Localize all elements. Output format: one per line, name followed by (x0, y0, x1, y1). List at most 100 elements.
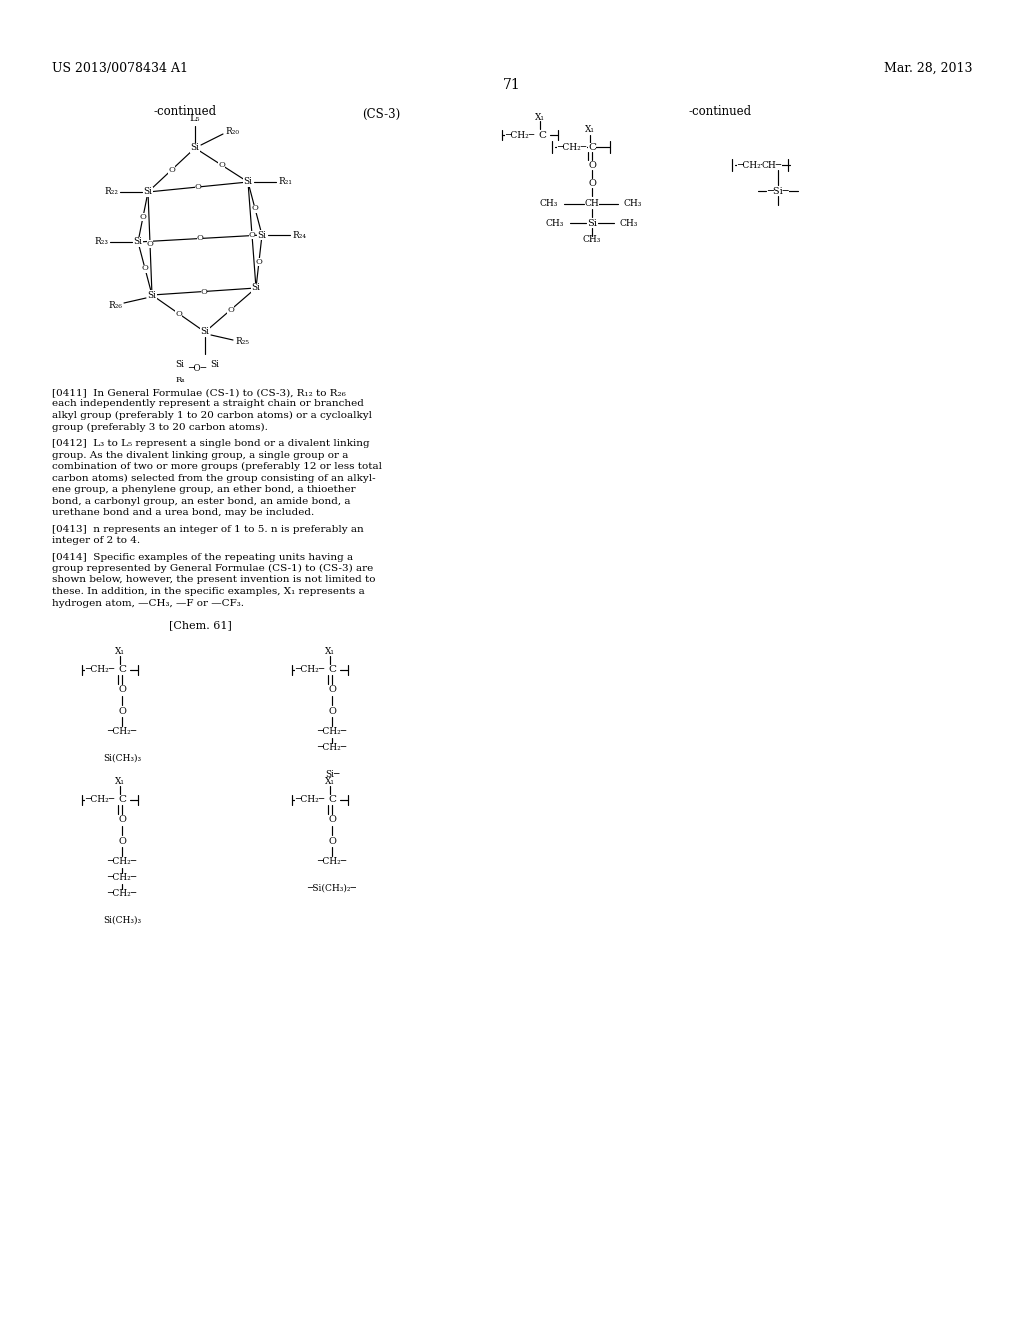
Text: CH─: CH─ (762, 161, 782, 169)
Text: CH: CH (585, 199, 599, 209)
Text: O: O (249, 231, 255, 239)
Text: R₂₁: R₂₁ (278, 177, 292, 186)
Text: R₂₅: R₂₅ (234, 338, 249, 346)
Text: O: O (118, 816, 126, 825)
Text: O: O (195, 183, 202, 191)
Text: ─CH₂─: ─CH₂─ (85, 665, 115, 675)
Text: C: C (538, 131, 546, 140)
Text: ─O─: ─O─ (188, 364, 206, 374)
Text: ─CH₂─: ─CH₂─ (317, 743, 346, 752)
Text: ene group, a phenylene group, an ether bond, a thioether: ene group, a phenylene group, an ether b… (52, 484, 355, 494)
Text: C: C (328, 796, 336, 804)
Text: [0411]  In General Formulae (CS-1) to (CS-3), R₁₂ to R₂₆: [0411] In General Formulae (CS-1) to (CS… (52, 388, 346, 397)
Text: O: O (252, 205, 258, 213)
Text: bond, a carbonyl group, an ester bond, an amide bond, a: bond, a carbonyl group, an ester bond, a… (52, 496, 350, 506)
Text: X₁: X₁ (325, 648, 335, 656)
Text: C: C (588, 143, 596, 152)
Text: ─Si(CH₃)₂─: ─Si(CH₃)₂─ (307, 884, 356, 894)
Text: Si: Si (201, 327, 210, 337)
Text: combination of two or more groups (preferably 12 or less total: combination of two or more groups (prefe… (52, 462, 382, 471)
Text: Si(CH₃)₃: Si(CH₃)₃ (103, 916, 141, 925)
Text: L₅: L₅ (189, 114, 201, 123)
Text: ─CH₂─: ─CH₂─ (296, 796, 325, 804)
Text: ─CH₂─: ─CH₂─ (317, 858, 346, 866)
Text: O: O (118, 685, 126, 694)
Text: Mar. 28, 2013: Mar. 28, 2013 (884, 62, 972, 75)
Text: R₂₀: R₂₀ (225, 128, 239, 136)
Text: O: O (328, 816, 336, 825)
Text: each independently represent a straight chain or branched: each independently represent a straight … (52, 400, 364, 408)
Text: O: O (227, 306, 233, 314)
Text: urethane bond and a urea bond, may be included.: urethane bond and a urea bond, may be in… (52, 508, 314, 517)
Text: Si: Si (211, 360, 219, 370)
Text: O: O (168, 166, 175, 174)
Text: R₂₂: R₂₂ (104, 187, 118, 197)
Text: Si: Si (147, 290, 157, 300)
Text: ─CH₂─: ─CH₂─ (737, 161, 767, 169)
Text: O: O (141, 264, 148, 272)
Text: CH₃: CH₃ (546, 219, 564, 227)
Text: C: C (118, 665, 126, 675)
Text: X₁: X₁ (585, 125, 595, 135)
Text: shown below, however, the present invention is not limited to: shown below, however, the present invent… (52, 576, 376, 585)
Text: group (preferably 3 to 20 carbon atoms).: group (preferably 3 to 20 carbon atoms). (52, 422, 268, 432)
Text: O: O (139, 213, 146, 220)
Text: these. In addition, in the specific examples, X₁ represents a: these. In addition, in the specific exam… (52, 587, 365, 597)
Text: -continued: -continued (154, 106, 216, 117)
Text: C: C (328, 665, 336, 675)
Text: ─CH₂─: ─CH₂─ (108, 890, 136, 899)
Text: ─CH₂─: ─CH₂─ (557, 143, 587, 152)
Text: O: O (197, 235, 204, 243)
Text: Si: Si (175, 360, 184, 370)
Text: CH₃: CH₃ (540, 199, 558, 209)
Text: ─Si─: ─Si─ (767, 186, 788, 195)
Text: -continued: -continued (688, 106, 752, 117)
Text: O: O (256, 257, 262, 265)
Text: ─CH₂─: ─CH₂─ (108, 727, 136, 737)
Text: Si: Si (244, 177, 253, 186)
Text: Si: Si (133, 238, 142, 247)
Text: CH₃: CH₃ (624, 199, 642, 209)
Text: Si: Si (257, 231, 266, 239)
Text: [0414]  Specific examples of the repeating units having a: [0414] Specific examples of the repeatin… (52, 553, 353, 561)
Text: Si: Si (252, 284, 260, 293)
Text: R₂₆: R₂₆ (109, 301, 122, 309)
Text: O: O (175, 309, 182, 318)
Text: US 2013/0078434 A1: US 2013/0078434 A1 (52, 62, 188, 75)
Text: O: O (201, 288, 208, 296)
Text: X₁: X₁ (115, 777, 125, 787)
Text: Si: Si (143, 187, 153, 197)
Text: O: O (118, 837, 126, 846)
Text: integer of 2 to 4.: integer of 2 to 4. (52, 536, 140, 545)
Text: CH₃: CH₃ (583, 235, 601, 244)
Text: C: C (118, 796, 126, 804)
Text: O: O (328, 837, 336, 846)
Text: (CS-3): (CS-3) (361, 108, 400, 121)
Text: O: O (588, 161, 596, 169)
Text: Si─: Si─ (325, 770, 339, 779)
Text: X₁: X₁ (536, 112, 545, 121)
Text: ─CH₂─: ─CH₂─ (108, 858, 136, 866)
Text: Si: Si (587, 219, 597, 227)
Text: group. As the divalent linking group, a single group or a: group. As the divalent linking group, a … (52, 450, 348, 459)
Text: [0412]  L₃ to L₅ represent a single bond or a divalent linking: [0412] L₃ to L₅ represent a single bond … (52, 440, 370, 447)
Text: O: O (328, 706, 336, 715)
Text: O: O (218, 161, 225, 169)
Text: CH₃: CH₃ (620, 219, 638, 227)
Text: [0413]  n represents an integer of 1 to 5. n is preferably an: [0413] n represents an integer of 1 to 5… (52, 524, 364, 533)
Text: X₁: X₁ (115, 648, 125, 656)
Text: ─CH₂─: ─CH₂─ (108, 874, 136, 883)
Text: O: O (118, 706, 126, 715)
Text: R₂₄: R₂₄ (292, 231, 306, 239)
Text: ─CH₂─: ─CH₂─ (296, 665, 325, 675)
Text: Si(CH₃)₃: Si(CH₃)₃ (103, 754, 141, 763)
Text: ─CH₂─: ─CH₂─ (85, 796, 115, 804)
Text: [Chem. 61]: [Chem. 61] (169, 620, 231, 630)
Text: ─CH₂─: ─CH₂─ (317, 727, 346, 737)
Text: Rₙ: Rₙ (175, 376, 185, 384)
Text: O: O (146, 239, 154, 248)
Text: hydrogen atom, —CH₃, —F or —CF₃.: hydrogen atom, —CH₃, —F or —CF₃. (52, 598, 244, 607)
Text: 71: 71 (503, 78, 521, 92)
Text: O: O (328, 685, 336, 694)
Text: alkyl group (preferably 1 to 20 carbon atoms) or a cycloalkyl: alkyl group (preferably 1 to 20 carbon a… (52, 411, 372, 420)
